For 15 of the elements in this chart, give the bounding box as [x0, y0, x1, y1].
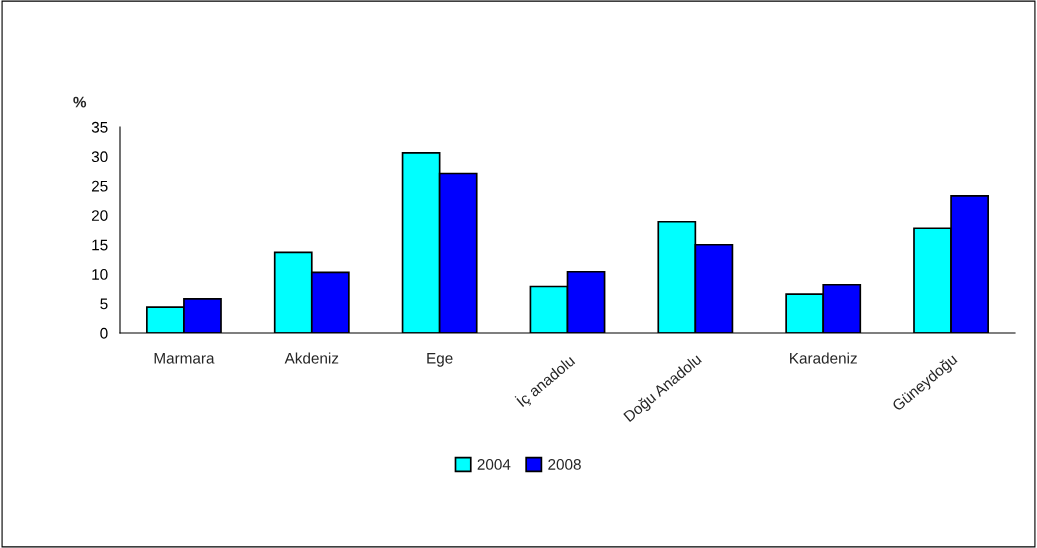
x-tick-label: Karadeniz: [790, 352, 857, 364]
y-tick-label: 25: [91, 180, 108, 192]
y-tick-label: 0: [100, 327, 108, 339]
y-axis-title: %: [73, 96, 87, 108]
y-tick-label: 5: [100, 298, 108, 310]
legend-label: 2008: [548, 459, 581, 470]
legend-label: 2004: [477, 459, 511, 470]
y-tick-label: 20: [91, 210, 108, 221]
y-tick-label: 35: [91, 121, 108, 133]
y-tick-label: 15: [92, 239, 108, 251]
y-tick-label: 10: [92, 269, 108, 280]
x-tick-label: Ege: [427, 353, 453, 367]
y-tick-label: 30: [91, 151, 108, 163]
x-tick-label: Akdeniz: [284, 352, 339, 364]
x-tick-label: Marmara: [154, 353, 215, 364]
